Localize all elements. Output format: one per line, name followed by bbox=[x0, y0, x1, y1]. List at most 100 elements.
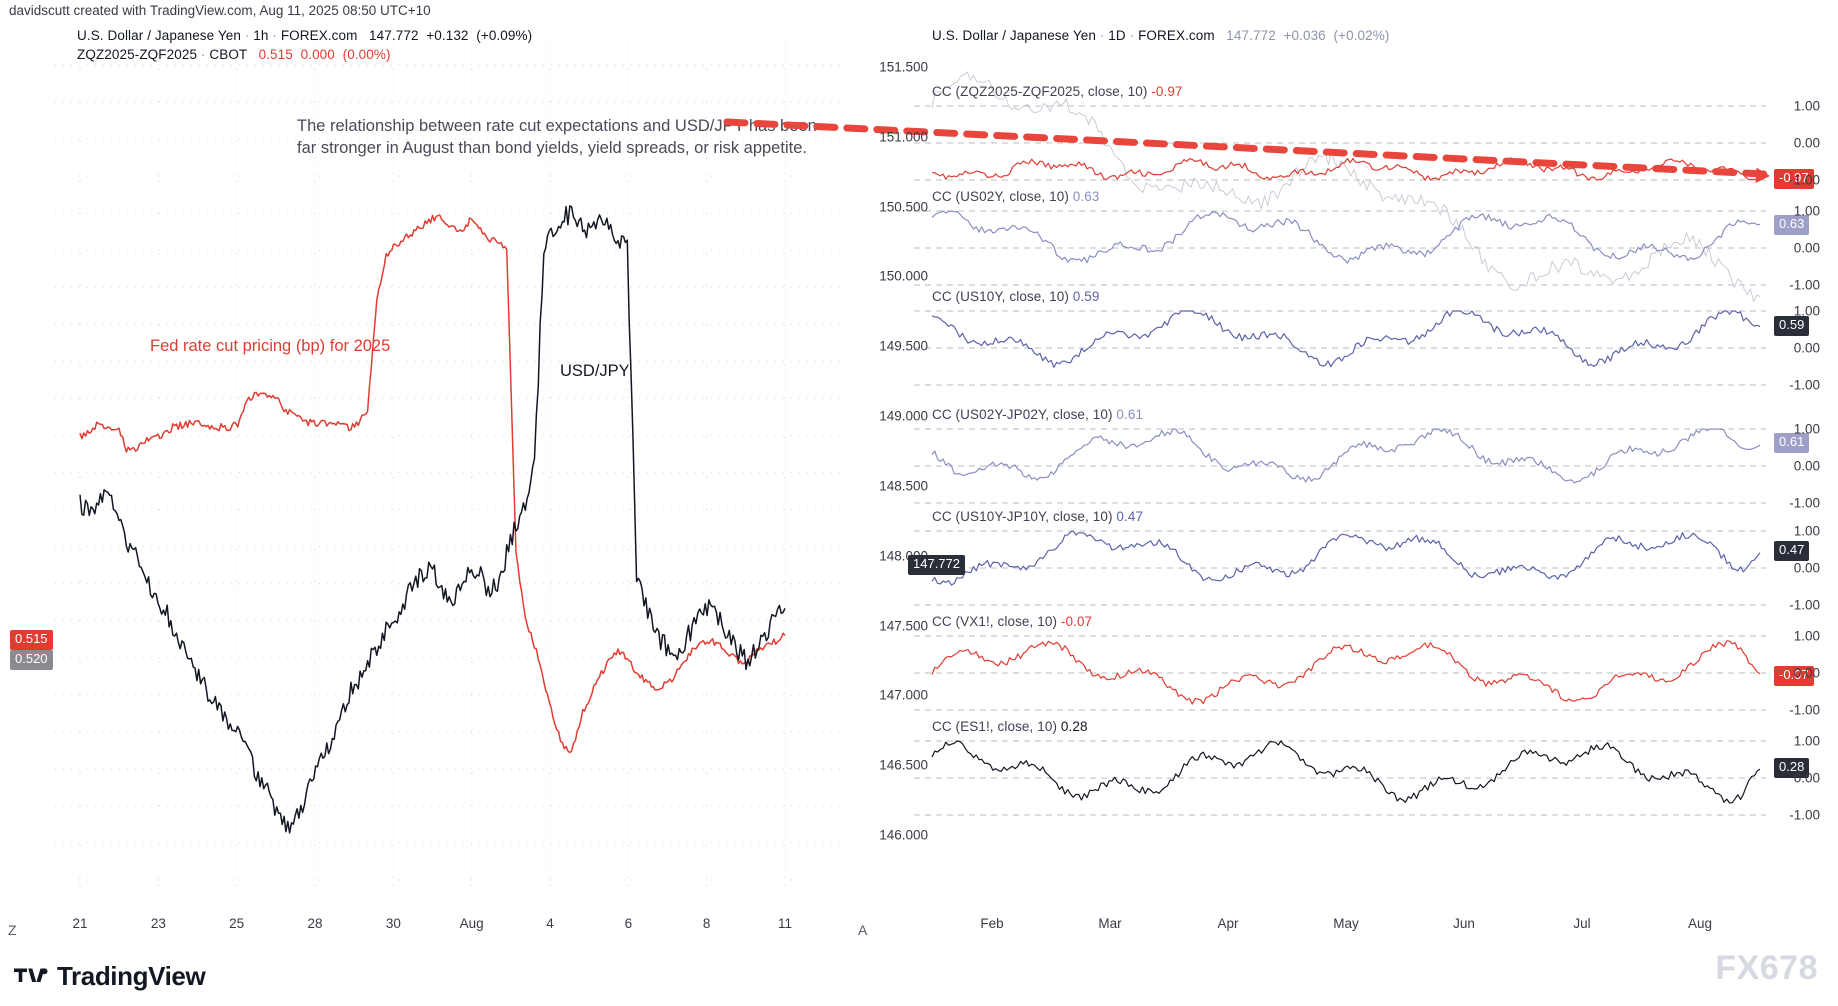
indicator-scale-tick: 1.00 bbox=[1793, 203, 1820, 219]
legend-last-price: 147.772 bbox=[369, 28, 419, 43]
legend-change-spread: 0.000 bbox=[300, 47, 335, 62]
indicator-label: CC (US10Y-JP10Y, close, 10) bbox=[932, 509, 1113, 524]
x-tick-label: 11 bbox=[777, 916, 793, 931]
right-chart-panel[interactable]: U.S. Dollar / Japanese Yen · 1D · FOREX.… bbox=[723, 0, 1838, 945]
legend-change-percent-spread: (0.00%) bbox=[342, 47, 391, 62]
indicator-scale-tick: -1.00 bbox=[1789, 277, 1820, 293]
indicator-scale-tick: 0.00 bbox=[1793, 135, 1820, 151]
indicator-label: CC (US10Y, close, 10) bbox=[932, 289, 1069, 304]
indicator-scale-tick: 1.00 bbox=[1793, 733, 1820, 749]
legend-change-percent: (+0.09%) bbox=[476, 28, 533, 43]
indicator-label: CC (US02Y, close, 10) bbox=[932, 189, 1069, 204]
legend-last-price-spread: 0.515 bbox=[258, 47, 293, 62]
legend-symbol-spread[interactable]: ZQZ2025-ZQF2025 bbox=[77, 47, 198, 62]
right-legend-row[interactable]: U.S. Dollar / Japanese Yen · 1D · FOREX.… bbox=[932, 28, 1390, 43]
indicator-label: CC (VX1!, close, 10) bbox=[932, 614, 1058, 629]
left-chart-panel[interactable]: U.S. Dollar / Japanese Yen · 1h · FOREX.… bbox=[0, 0, 880, 945]
indicator-scale-tick: -1.00 bbox=[1789, 702, 1820, 718]
indicator-scale-tick: 1.00 bbox=[1793, 421, 1820, 437]
right-y-tick-label: 147.000 bbox=[879, 687, 928, 703]
x-tick-label: 4 bbox=[546, 916, 554, 931]
right-y-tick-label: 150.500 bbox=[879, 199, 928, 215]
indicator-legend[interactable]: CC (US02Y, close, 10) 0.63 bbox=[932, 189, 1099, 204]
series-label-fed-pricing: Fed rate cut pricing (bp) for 2025 bbox=[150, 337, 391, 355]
right-x-tick-label: Apr bbox=[1217, 916, 1239, 931]
indicator-legend[interactable]: CC (ES1!, close, 10) 0.28 bbox=[932, 719, 1088, 734]
indicator-scale-tick: 0.00 bbox=[1793, 560, 1820, 576]
price-tag-spread: 0.515 bbox=[10, 630, 53, 650]
indicator-legend[interactable]: CC (US02Y-JP02Y, close, 10) 0.61 bbox=[932, 407, 1143, 422]
right-y-tick-label: 151.000 bbox=[879, 129, 928, 145]
indicator-value: -0.07 bbox=[1057, 614, 1093, 629]
right-y-tick-label: 146.000 bbox=[879, 827, 928, 843]
right-legend-symbol[interactable]: U.S. Dollar / Japanese Yen bbox=[932, 28, 1096, 43]
indicator-scale-tick: -1.00 bbox=[1789, 172, 1820, 188]
right-x-tick-label: Mar bbox=[1098, 916, 1122, 931]
indicator-label: CC (ZQZ2025-ZQF2025, close, 10) bbox=[932, 84, 1148, 99]
right-x-tick-label: Jun bbox=[1453, 916, 1475, 931]
indicator-value-tag: 0.28 bbox=[1774, 757, 1810, 778]
attribution-line: davidscutt created with TradingView.com,… bbox=[9, 3, 431, 18]
indicator-scale-tick: 0.00 bbox=[1793, 665, 1820, 681]
fx678-watermark: FX678 bbox=[1715, 949, 1818, 987]
indicator-scale-tick: 0.00 bbox=[1793, 340, 1820, 356]
indicator-scale-tick: 1.00 bbox=[1793, 303, 1820, 319]
indicator-legend[interactable]: CC (ZQZ2025-ZQF2025, close, 10) -0.97 bbox=[932, 84, 1183, 99]
right-legend-last-price: 147.772 bbox=[1226, 28, 1276, 43]
legend-row-usdjpy[interactable]: U.S. Dollar / Japanese Yen · 1h · FOREX.… bbox=[77, 28, 533, 43]
right-y-tick-label: 149.500 bbox=[879, 338, 928, 354]
x-tick-label: 21 bbox=[72, 916, 88, 931]
tradingview-glyph-icon bbox=[14, 967, 48, 982]
indicator-value: -0.97 bbox=[1147, 84, 1183, 99]
right-legend-exchange: FOREX.com bbox=[1138, 28, 1215, 43]
x-tick-label: 23 bbox=[150, 916, 166, 931]
legend-exchange: FOREX.com bbox=[280, 28, 358, 43]
right-x-tick-label: May bbox=[1333, 916, 1359, 931]
indicator-scale-tick: -1.00 bbox=[1789, 377, 1820, 393]
indicator-legend[interactable]: CC (US10Y-JP10Y, close, 10) 0.47 bbox=[932, 509, 1143, 524]
indicator-label: CC (US02Y-JP02Y, close, 10) bbox=[932, 407, 1113, 422]
left-axis-corner-glyph: Z bbox=[8, 922, 17, 938]
legend-row-spread[interactable]: ZQZ2025-ZQF2025 · CBOT 0.515 0.000 (0.00… bbox=[77, 47, 391, 62]
indicator-value-tag: 0.61 bbox=[1774, 433, 1810, 454]
right-y-tick-label: 146.500 bbox=[879, 757, 928, 773]
indicator-value: 0.47 bbox=[1112, 509, 1144, 524]
right-legend-change-percent: (+0.02%) bbox=[1333, 28, 1390, 43]
right-y-tick-label: 147.500 bbox=[879, 618, 928, 634]
right-x-tick-label: Jul bbox=[1573, 916, 1591, 931]
x-tick-label: Aug bbox=[459, 916, 484, 931]
indicator-scale-tick: 0.00 bbox=[1793, 458, 1820, 474]
indicator-value-tag: 0.47 bbox=[1774, 540, 1810, 561]
x-tick-label: 6 bbox=[624, 916, 633, 931]
left-price-plot[interactable] bbox=[55, 45, 845, 900]
series-label-usdjpy: USD/JPY bbox=[560, 362, 630, 380]
indicator-value-tag: -0.07 bbox=[1774, 665, 1814, 686]
right-price-plot[interactable] bbox=[723, 45, 1838, 900]
right-legend-change: +0.036 bbox=[1283, 28, 1326, 43]
indicator-scale-tick: 1.00 bbox=[1793, 98, 1820, 114]
tradingview-logo[interactable]: TradingView bbox=[14, 961, 206, 992]
right-y-tick-label: 149.000 bbox=[879, 408, 928, 424]
indicator-scale-tick: 0.00 bbox=[1793, 240, 1820, 256]
indicator-value-tag: -0.97 bbox=[1774, 168, 1814, 189]
legend-symbol[interactable]: U.S. Dollar / Japanese Yen bbox=[77, 28, 241, 43]
right-price-tag: 147.772 bbox=[908, 555, 965, 575]
x-tick-label: 25 bbox=[229, 916, 245, 931]
legend-interval: 1h bbox=[253, 28, 269, 43]
indicator-legend[interactable]: CC (US10Y, close, 10) 0.59 bbox=[932, 289, 1099, 304]
x-tick-label: 30 bbox=[385, 916, 401, 931]
legend-change: +0.132 bbox=[426, 28, 469, 43]
x-tick-label: 28 bbox=[307, 916, 323, 931]
tradingview-wordmark: TradingView bbox=[57, 961, 206, 991]
indicator-legend[interactable]: CC (VX1!, close, 10) -0.07 bbox=[932, 614, 1092, 629]
indicator-value-tag: 0.59 bbox=[1774, 316, 1810, 337]
indicator-scale-tick: -1.00 bbox=[1789, 807, 1820, 823]
indicator-label: CC (ES1!, close, 10) bbox=[932, 719, 1058, 734]
indicator-value: 0.61 bbox=[1112, 407, 1144, 422]
indicator-value: 0.63 bbox=[1068, 189, 1100, 204]
indicator-value: 0.59 bbox=[1068, 289, 1100, 304]
right-y-tick-label: 151.500 bbox=[879, 59, 928, 75]
right-x-tick-label: Feb bbox=[980, 916, 1004, 931]
indicator-scale-tick: -1.00 bbox=[1789, 495, 1820, 511]
indicator-scale-tick: 1.00 bbox=[1793, 628, 1820, 644]
